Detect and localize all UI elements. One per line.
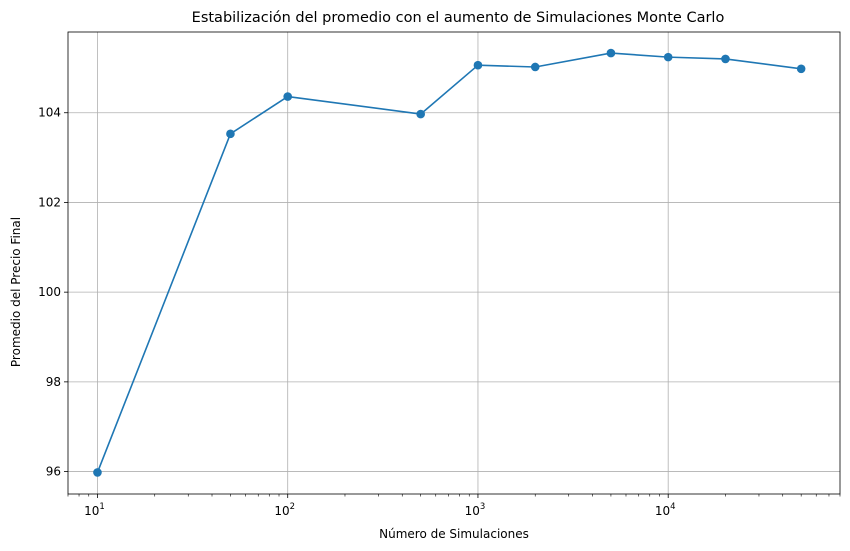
y-tick-label: 98	[46, 375, 61, 389]
data-point	[530, 62, 540, 72]
data-point	[606, 48, 616, 58]
plot-frame	[67, 31, 841, 495]
x-axis-title: Número de Simulaciones	[379, 527, 529, 541]
data-point	[416, 109, 425, 119]
series-line	[96, 52, 802, 473]
data-point	[93, 468, 102, 477]
data-point	[226, 129, 235, 139]
x-tick-label: 104	[655, 502, 676, 518]
y-tick-label: 104	[38, 106, 61, 120]
data-point	[283, 92, 293, 101]
x-tick-label: 103	[465, 502, 486, 518]
grid-lines	[68, 32, 840, 494]
x-tick-label: 102	[274, 502, 295, 518]
axis-ticks: 101 102 103 104 96 98 100 102 104	[38, 106, 675, 518]
y-axis-title: Promedio del Precio Final	[9, 217, 23, 367]
chart-title: Estabilización del promedio con el aumen…	[192, 10, 725, 26]
x-minor-ticks	[67, 494, 841, 497]
data-series	[93, 48, 806, 477]
data-point	[663, 52, 673, 62]
data-point	[796, 64, 806, 74]
y-tick-label: 100	[38, 285, 61, 299]
data-point	[473, 60, 483, 70]
y-tick-label: 102	[38, 195, 61, 209]
data-point	[721, 54, 730, 64]
y-tick-label: 96	[46, 465, 61, 479]
x-tick-label: 101	[84, 502, 105, 518]
